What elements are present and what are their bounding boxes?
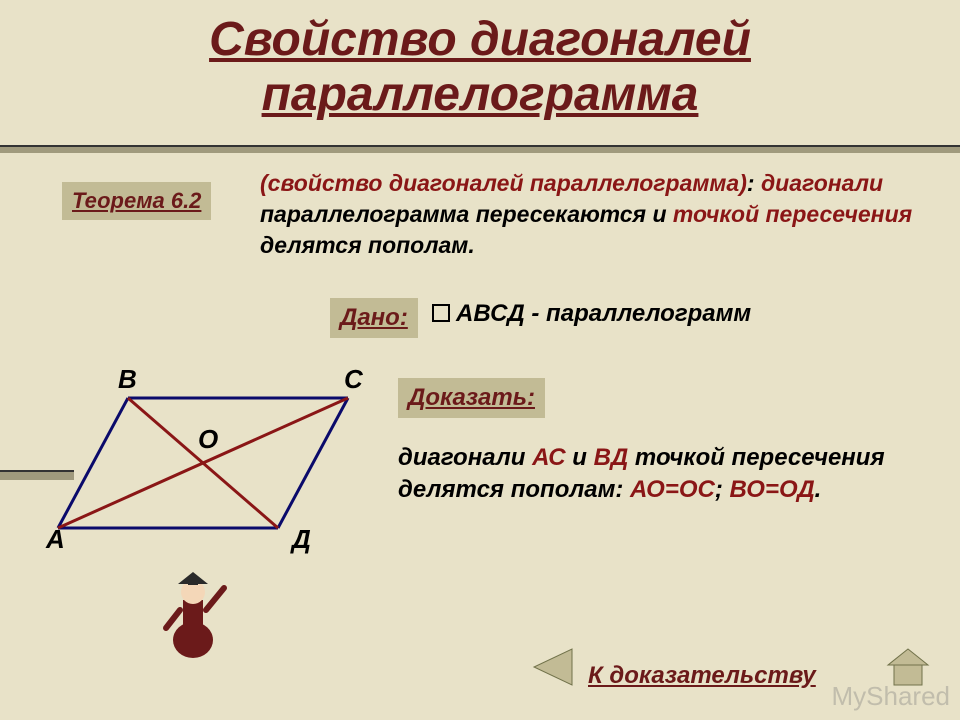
slide-title: Свойство диагоналей параллелограмма	[0, 0, 960, 122]
given-text: АВСД - параллелограмм	[430, 300, 751, 328]
label-b: В	[118, 364, 137, 395]
theorem-part2b: параллелограмма пересекаются и	[260, 201, 673, 227]
theorem-statement: (свойство диагоналей параллелограмма): д…	[260, 168, 920, 261]
divider-shadow	[0, 147, 960, 153]
parallelogram-diagram: А В С Д О	[48, 368, 378, 568]
theorem-part2d: делятся пополам.	[260, 232, 475, 258]
prove-label: Доказать:	[408, 384, 535, 411]
theorem-part2a: диагонали	[761, 170, 883, 196]
parallelogram-icon	[432, 304, 450, 322]
theorem-part2c: точкой пересечения	[673, 201, 912, 227]
label-o: О	[198, 424, 218, 455]
mascot-icon	[158, 560, 228, 665]
label-d: Д	[292, 524, 311, 555]
nav-back-button[interactable]	[528, 645, 576, 694]
theorem-part1: (свойство диагоналей параллелограмма)	[260, 170, 747, 196]
given-value: АВСД - параллелограмм	[456, 300, 751, 327]
proof-link[interactable]: К доказательству	[588, 662, 816, 690]
label-a: А	[46, 524, 65, 555]
label-c: С	[344, 364, 363, 395]
given-badge: Дано:	[330, 298, 418, 338]
prove-text: диагонали АС и ВД точкой пересечения дел…	[398, 442, 918, 507]
theorem-badge: Теорема 6.2	[62, 182, 211, 220]
watermark: MyShared	[832, 681, 951, 712]
title-line2: параллелограмма	[262, 68, 699, 121]
title-line1: Свойство диагоналей	[209, 13, 751, 66]
given-label: Дано:	[340, 304, 408, 331]
diagram-svg	[48, 368, 378, 568]
prove-badge: Доказать:	[398, 378, 545, 418]
theorem-label: Теорема 6.2	[72, 188, 201, 213]
